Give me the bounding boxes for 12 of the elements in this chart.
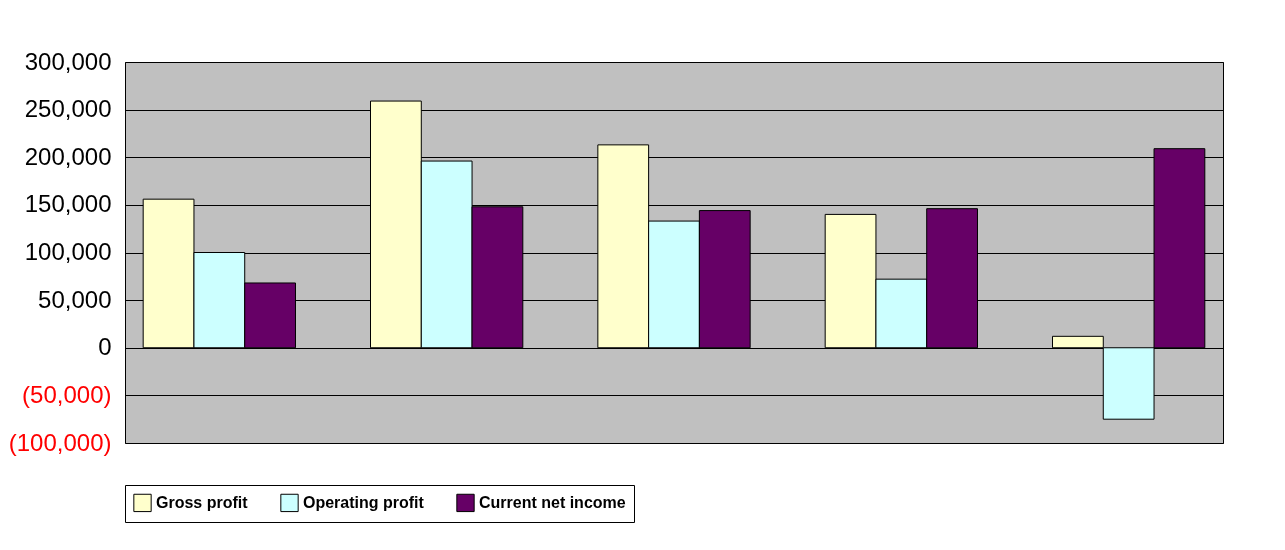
legend-label: Operating profit <box>303 493 425 511</box>
y-tick-label: 300,000 <box>24 47 112 75</box>
legend-label: Gross profit <box>156 493 249 511</box>
y-tick-label: 150,000 <box>24 190 112 218</box>
y-tick-label: (50,000) <box>22 380 112 408</box>
y-tick-label: (100,000) <box>8 428 112 456</box>
y-tick-label: 0 <box>98 333 112 361</box>
y-tick-label: 50,000 <box>38 285 112 313</box>
y-tick-label: 200,000 <box>24 142 112 170</box>
y-tick-label: 250,000 <box>24 95 112 123</box>
legend-label: Current net income <box>479 493 626 511</box>
y-tick-label: 100,000 <box>24 238 112 265</box>
